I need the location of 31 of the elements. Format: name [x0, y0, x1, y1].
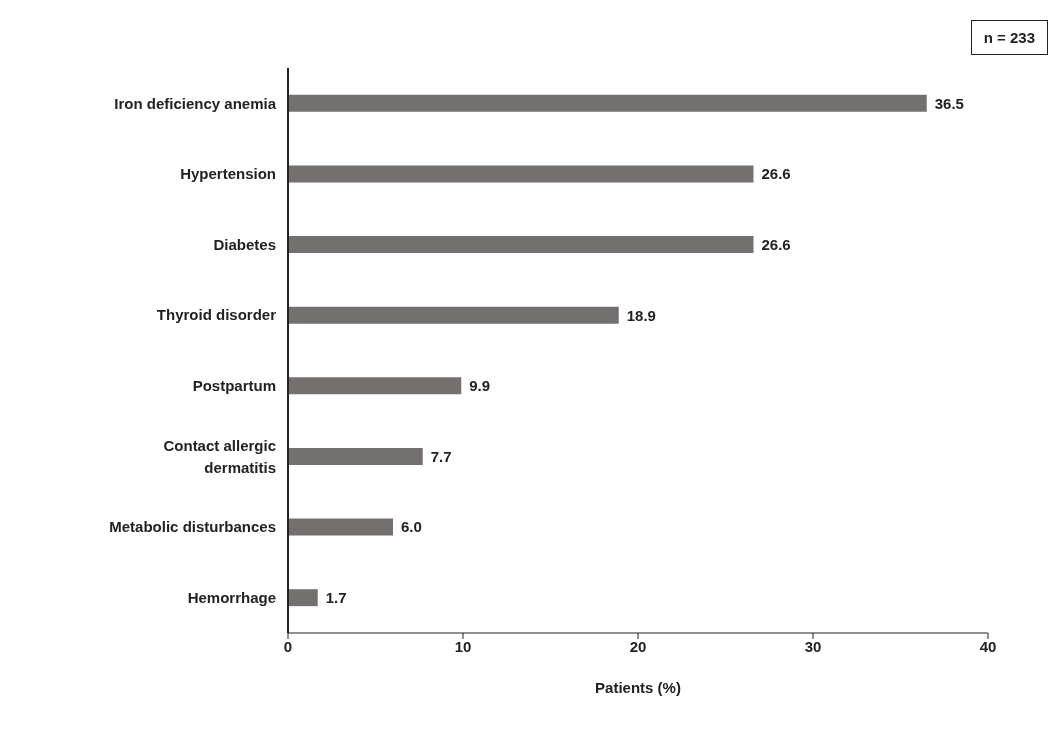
bar	[288, 377, 462, 395]
y-tick-label: Hypertension	[180, 165, 276, 183]
data-label: 26.6	[761, 165, 791, 183]
y-tick-label: Contact allergic dermatitis	[163, 436, 276, 476]
bar	[288, 165, 754, 183]
data-label: 6.0	[401, 518, 422, 536]
x-tick-label: 0	[283, 637, 293, 655]
y-tick-label: Thyroid disorder	[156, 306, 277, 324]
y-tick-label: Iron deficiency anemia	[114, 94, 277, 112]
x-tick-label: 10	[454, 637, 472, 655]
y-tick-label: Metabolic disturbances	[109, 518, 276, 536]
bar	[288, 589, 318, 607]
x-tick-label: 40	[979, 637, 997, 655]
bar	[288, 306, 619, 324]
data-label: 18.9	[626, 306, 656, 324]
data-label: 1.7	[325, 589, 347, 607]
x-tick-label: 20	[629, 637, 647, 655]
x-tick-label: 30	[804, 637, 822, 655]
bar	[288, 518, 393, 536]
y-tick-label: Diabetes	[213, 235, 276, 253]
data-label: 9.9	[469, 377, 491, 395]
y-tick-label: Hemorrhage	[187, 588, 276, 606]
bar	[288, 447, 423, 465]
y-tick-label: Postpartum	[192, 377, 276, 395]
text: n = 233	[970, 20, 1048, 55]
data-label: 36.5	[934, 94, 964, 112]
x-axis-title: Patients (%)	[595, 679, 681, 696]
bar	[288, 236, 754, 254]
bar	[288, 94, 927, 112]
data-label: 7.7	[430, 447, 452, 465]
data-label: 26.6	[761, 235, 791, 253]
